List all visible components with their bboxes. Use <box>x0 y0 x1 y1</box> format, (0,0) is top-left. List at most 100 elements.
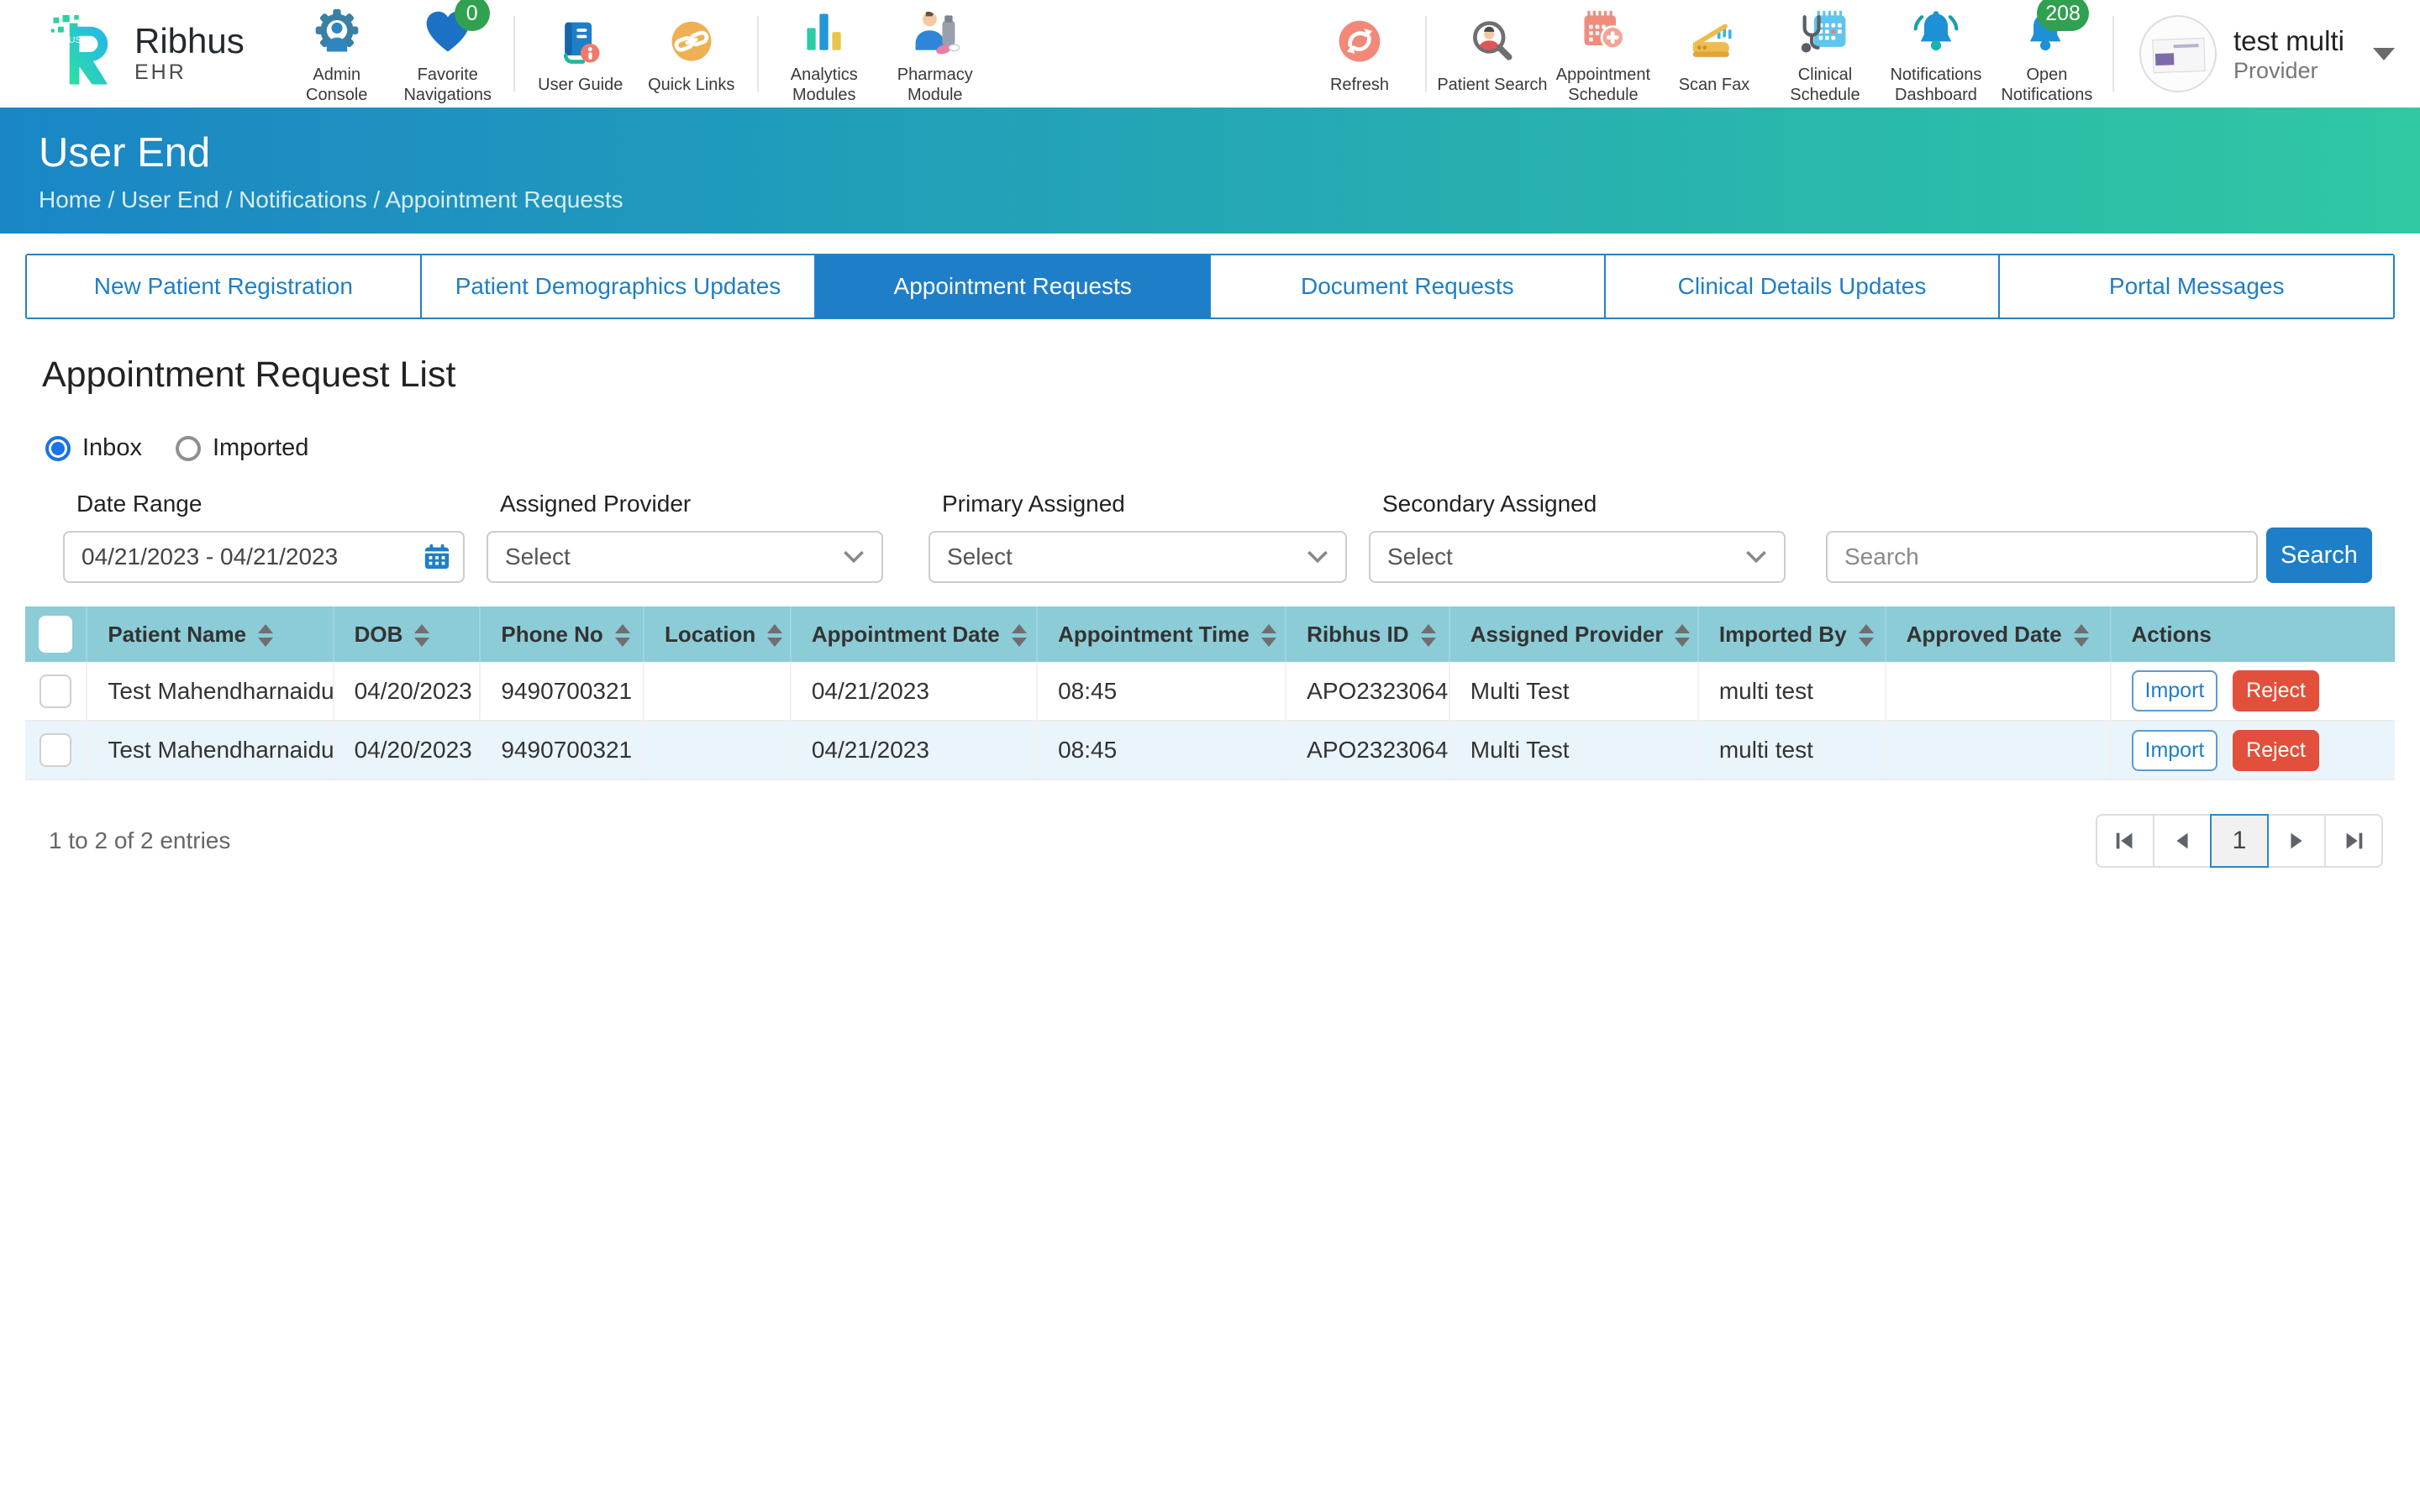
calendar-icon[interactable] <box>423 543 451 575</box>
first-page-button[interactable] <box>2096 814 2154 868</box>
row-checkbox[interactable] <box>39 733 72 767</box>
reject-button[interactable]: Reject <box>2233 670 2320 711</box>
mode-radio-group: Inbox Imported <box>45 434 2395 462</box>
filter-secondary-assigned: Secondary Assigned Select <box>1369 491 1786 583</box>
col-patient-name[interactable]: Patient Name <box>87 606 334 662</box>
radio-inbox[interactable]: Inbox <box>45 434 142 462</box>
col-assigned-provider[interactable]: Assigned Provider <box>1449 606 1699 662</box>
page-number-button[interactable]: 1 <box>2210 814 2269 868</box>
import-button[interactable]: Import <box>2131 670 2218 711</box>
tab-clinical-details-updates[interactable]: Clinical Details Updates <box>1605 255 2001 318</box>
import-button[interactable]: Import <box>2131 729 2218 771</box>
chevron-down-icon <box>1307 543 1328 570</box>
last-page-button[interactable] <box>2324 814 2383 868</box>
table-row: Test Mahendharnaidu 04/20/2023 949070032… <box>25 662 2395 722</box>
nav-item-user-guide[interactable]: User Guide <box>525 13 636 95</box>
nav-item-refresh[interactable]: Refresh <box>1304 13 1415 95</box>
filter-label: Secondary Assigned <box>1382 491 1597 517</box>
tab-document-requests[interactable]: Document Requests <box>1211 255 1606 318</box>
tab-new-patient-registration[interactable]: New Patient Registration <box>27 255 422 318</box>
admin-console-gear-icon <box>312 8 362 58</box>
divider <box>513 16 515 92</box>
chevron-down-icon <box>1745 543 1767 570</box>
nav-item-appointment-schedule[interactable]: Appointment Schedule <box>1548 3 1659 105</box>
tab-patient-demographics-updates[interactable]: Patient Demographics Updates <box>421 255 817 318</box>
nav-item-label: Favorite Navigations <box>403 66 492 104</box>
col-dob[interactable]: DOB <box>333 606 481 662</box>
nav-item-favorite-navigations[interactable]: 0 Favorite Navigations <box>392 0 503 105</box>
pagination: 1 <box>2096 814 2383 868</box>
cell-approved-date <box>1885 662 2112 722</box>
col-location[interactable]: Location <box>643 606 792 662</box>
sort-icon <box>1260 624 1276 648</box>
bell-icon <box>1911 8 1961 58</box>
select-all-checkbox[interactable] <box>39 616 73 653</box>
assigned-provider-select[interactable]: Select <box>487 531 883 583</box>
nav-item-pharmacy-module[interactable]: Pharmacy Module <box>880 3 991 105</box>
nav-item-label: Quick Links <box>648 76 735 94</box>
cell-assigned-provider: Multi Test <box>1449 662 1699 722</box>
calendar-stethoscope-icon <box>1800 8 1850 58</box>
nav-item-patient-search[interactable]: Patient Search <box>1437 13 1548 95</box>
nav-item-quick-links[interactable]: Quick Links <box>636 13 747 95</box>
chevron-down-icon <box>2373 47 2395 60</box>
select-all-cell <box>25 606 88 662</box>
secondary-assigned-select[interactable]: Select <box>1369 531 1786 583</box>
radio-imported[interactable]: Imported <box>175 434 308 462</box>
svg-text:BHUS: BHUS <box>55 35 82 45</box>
select-value: Select <box>947 543 1013 570</box>
radio-label: Inbox <box>82 434 142 461</box>
chain-link-icon <box>666 18 717 68</box>
search-input[interactable] <box>1826 531 2258 583</box>
primary-assigned-select[interactable]: Select <box>929 531 1347 583</box>
row-select-cell <box>25 721 88 780</box>
col-ribhus-id[interactable]: Ribhus ID <box>1286 606 1450 662</box>
filter-label: Date Range <box>76 491 203 517</box>
favorites-count-badge: 0 <box>454 0 490 31</box>
previous-page-button[interactable] <box>2153 814 2212 868</box>
logo-text: Ribhus EHR <box>134 23 245 84</box>
date-range-input[interactable] <box>63 531 465 583</box>
search-button[interactable]: Search <box>2266 528 2372 583</box>
next-page-button[interactable] <box>2267 814 2326 868</box>
navbar-right-group: Refresh Patient Search <box>1304 0 2395 105</box>
main-content: Appointment Request List Inbox Imported … <box>0 354 2420 868</box>
cell-actions: Import Reject <box>2110 721 2395 780</box>
nav-item-analytics-modules[interactable]: Analytics Modules <box>769 3 880 105</box>
refresh-icon <box>1334 18 1385 68</box>
cell-appointment-date: 04/21/2023 <box>790 721 1039 780</box>
cell-patient-name: Test Mahendharnaidu <box>87 721 334 780</box>
nav-item-scan-fax[interactable]: Scan Fax <box>1659 13 1770 95</box>
breadcrumb[interactable]: Home / User End / Notifications / Appoin… <box>39 186 623 213</box>
page-title: User End <box>39 130 211 176</box>
col-approved-date[interactable]: Approved Date <box>1885 606 2112 662</box>
notification-tabs: New Patient Registration Patient Demogra… <box>25 254 2395 319</box>
brand-name: Ribhus <box>134 21 245 61</box>
row-checkbox[interactable] <box>39 674 72 708</box>
nav-item-open-notifications[interactable]: 208 Open Notifications <box>1991 0 2102 105</box>
ribhus-logo[interactable]: BHUS Ribhus EHR <box>49 13 245 96</box>
tab-appointment-requests[interactable]: Appointment Requests <box>816 255 1212 318</box>
nav-item-clinical-schedule[interactable]: Clinical Schedule <box>1770 3 1881 105</box>
nav-item-admin-console[interactable]: Admin Console <box>281 3 392 105</box>
reject-button[interactable]: Reject <box>2233 729 2320 771</box>
filter-search <box>1826 531 2258 583</box>
profile-text: test multi Provider <box>2233 24 2344 84</box>
radio-button-icon <box>175 435 201 461</box>
profile-menu[interactable]: test multi Provider <box>2139 15 2395 92</box>
brand-sub: EHR <box>134 60 187 84</box>
nav-item-notifications-dashboard[interactable]: Notifications Dashboard <box>1881 3 1991 105</box>
bell-icon: 208 <box>2022 0 2089 58</box>
col-imported-by[interactable]: Imported By <box>1697 606 1886 662</box>
cell-approved-date <box>1885 721 2112 780</box>
col-phone-no[interactable]: Phone No <box>480 606 644 662</box>
sort-icon <box>1011 624 1027 648</box>
col-appointment-time[interactable]: Appointment Time <box>1037 606 1287 662</box>
sort-icon <box>1675 624 1691 648</box>
col-appointment-date[interactable]: Appointment Date <box>790 606 1039 662</box>
cell-dob: 04/20/2023 <box>333 662 481 722</box>
tab-portal-messages[interactable]: Portal Messages <box>2000 255 2394 318</box>
cell-ribhus-id: APO2323064 <box>1286 662 1450 722</box>
table-header-row: Patient Name DOB Phone No Location Appoi… <box>25 606 2395 662</box>
nav-item-label: Admin Console <box>306 66 368 104</box>
